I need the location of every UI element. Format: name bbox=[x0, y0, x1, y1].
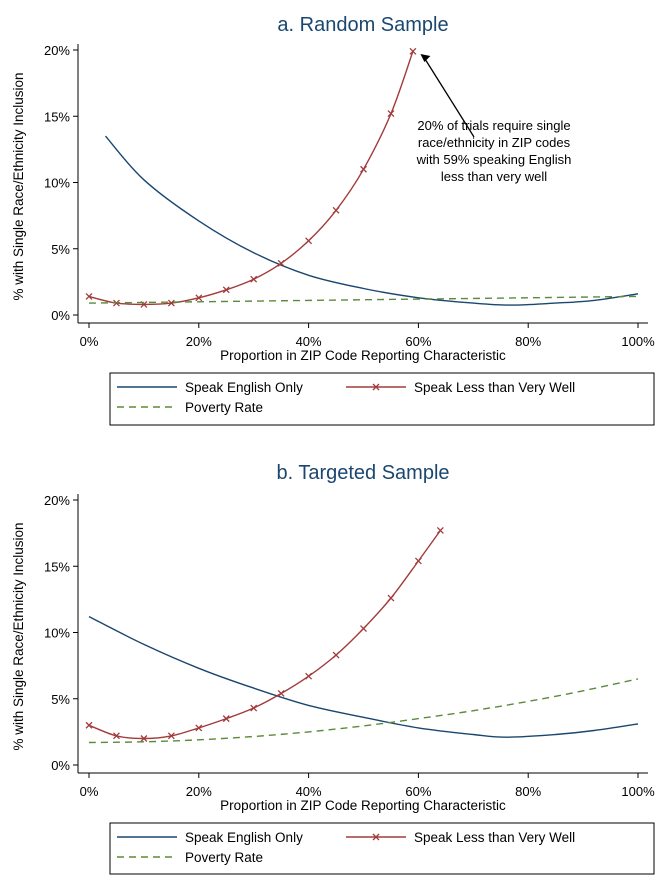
y-tick-label: 5% bbox=[51, 242, 70, 257]
series-line-2 bbox=[88, 295, 639, 304]
legend-label-2: Poverty Rate bbox=[185, 400, 263, 415]
y-tick-label: 10% bbox=[44, 626, 70, 641]
x-axis-label: Proportion in ZIP Code Reporting Charact… bbox=[220, 348, 506, 363]
annotation-text: less than very well bbox=[441, 169, 547, 184]
annotation-text: with 59% speaking English bbox=[416, 152, 572, 167]
annotation-text: race/ethnicity in ZIP codes bbox=[418, 135, 571, 150]
y-tick-label: 15% bbox=[44, 559, 70, 574]
x-tick-label: 80% bbox=[515, 784, 541, 799]
legend-label-2: Poverty Rate bbox=[185, 850, 263, 865]
x-tick-label: 40% bbox=[296, 334, 322, 349]
legend-label-0: Speak English Only bbox=[185, 380, 303, 395]
series-marker bbox=[167, 299, 175, 307]
series-marker bbox=[409, 47, 417, 55]
series-marker bbox=[85, 721, 93, 729]
x-axis-label: Proportion in ZIP Code Reporting Charact… bbox=[220, 798, 506, 813]
y-tick-label: 10% bbox=[44, 176, 70, 191]
y-tick-label: 0% bbox=[51, 308, 70, 323]
series-marker bbox=[436, 527, 444, 534]
series-line-1 bbox=[88, 51, 414, 306]
x-tick-label: 20% bbox=[186, 334, 212, 349]
series-line-0 bbox=[88, 615, 639, 738]
y-tick-label: 20% bbox=[44, 493, 70, 508]
series-marker bbox=[332, 651, 340, 659]
annotation-arrowhead bbox=[420, 54, 431, 62]
series-marker bbox=[360, 625, 367, 632]
series-line-2 bbox=[88, 678, 639, 744]
legend-box bbox=[109, 372, 655, 426]
series-marker bbox=[250, 275, 258, 283]
series-marker bbox=[195, 724, 203, 732]
x-tick-label: 60% bbox=[405, 784, 431, 799]
legend-label-1: Speak Less than Very Well bbox=[414, 380, 575, 395]
x-tick-label: 100% bbox=[621, 334, 655, 349]
series-marker bbox=[222, 286, 230, 294]
series-marker bbox=[112, 732, 120, 740]
series-marker bbox=[85, 292, 93, 300]
x-tick-label: 60% bbox=[405, 334, 431, 349]
series-line-1 bbox=[88, 530, 441, 740]
x-tick-label: 0% bbox=[80, 334, 99, 349]
y-tick-label: 5% bbox=[51, 692, 70, 707]
legend-label-1: Speak Less than Very Well bbox=[414, 830, 575, 845]
y-axis-label: % with Single Race/Ethnicity Inclusion bbox=[11, 522, 26, 750]
x-tick-label: 40% bbox=[296, 784, 322, 799]
series-line-0 bbox=[104, 135, 639, 306]
series-marker bbox=[387, 594, 395, 602]
series-marker bbox=[195, 294, 203, 302]
y-tick-label: 15% bbox=[44, 109, 70, 124]
series-marker bbox=[140, 735, 148, 742]
chart-title: b. Targeted Sample bbox=[276, 462, 449, 484]
y-tick-label: 20% bbox=[44, 43, 70, 58]
series-marker bbox=[387, 110, 395, 118]
x-tick-label: 0% bbox=[80, 784, 99, 799]
legend-box bbox=[109, 822, 655, 875]
x-tick-label: 80% bbox=[515, 334, 541, 349]
series-marker bbox=[332, 206, 340, 214]
series-marker bbox=[222, 715, 230, 723]
series-marker bbox=[360, 165, 367, 173]
legend-marker bbox=[372, 833, 380, 841]
series-marker bbox=[305, 672, 313, 680]
y-tick-label: 0% bbox=[51, 758, 70, 773]
y-axis-label: % with Single Race/Ethnicity Inclusion bbox=[11, 72, 26, 300]
x-tick-label: 20% bbox=[186, 784, 212, 799]
series-marker bbox=[277, 259, 285, 267]
series-marker bbox=[277, 689, 285, 697]
series-marker bbox=[305, 237, 313, 245]
annotation-text: 20% of trials require single bbox=[417, 118, 570, 133]
chart-title: a. Random Sample bbox=[277, 14, 448, 36]
legend-marker bbox=[372, 383, 380, 391]
series-marker bbox=[414, 557, 422, 565]
x-tick-label: 100% bbox=[621, 784, 655, 799]
annotation-arrow bbox=[423, 57, 475, 138]
series-marker bbox=[250, 704, 258, 712]
series-marker bbox=[167, 732, 175, 740]
legend-label-0: Speak English Only bbox=[185, 830, 303, 845]
